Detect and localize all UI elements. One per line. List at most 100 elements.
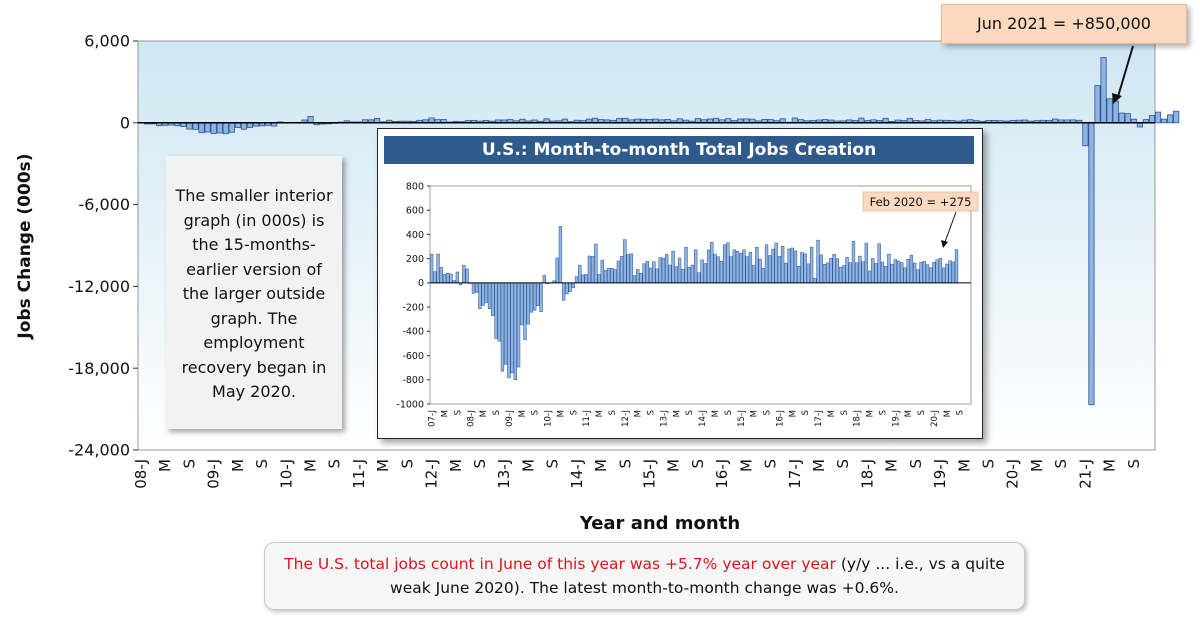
inset-bar [513,282,518,381]
inset-bar [871,258,875,284]
inset-bar [539,282,543,312]
inset-bar [455,271,460,284]
main-x-tick-label: S [1052,459,1070,469]
main-bar [1173,110,1180,124]
inset-bar [607,267,611,284]
inset-bar [433,271,437,284]
inset-bar [716,256,720,284]
inset-bar [542,275,546,284]
main-bar [1100,57,1107,124]
inset-x-tick-label: M [866,410,876,417]
main-x-tick-label: 16-J [713,459,731,489]
main-x-tick-label: M [810,459,828,472]
main-y-axis-title: Jobs Change (000s) [15,153,35,339]
inset-x-tick-label: 08-J [466,410,476,427]
inset-annotation-text: Feb 2020 = +275 [870,195,972,209]
main-y-tick-label: -24,000 [68,441,130,460]
inset-x-tick-label: M [827,410,837,417]
inset-bar [677,257,682,284]
inset-bar [851,241,856,284]
inset-bar [774,242,778,284]
inset-x-tick-label: 09-J [505,410,515,427]
main-x-tick-label: S [180,459,198,469]
inset-x-tick-label: 16-J [775,410,785,427]
inset-bar [948,260,952,284]
inset-bar [639,273,643,284]
main-x-tick-label: M [447,459,465,472]
inset-bar [855,262,859,284]
inset-x-tick-label: S [685,410,695,415]
inset-x-tick-label: 19-J [891,410,901,427]
inset-y-tick-label: 0 [418,278,424,289]
footnote-highlight: The U.S. total jobs count in June of thi… [284,555,836,573]
explanatory-note: The smaller interior graph (in 000s) is … [166,156,342,429]
inset-bar [929,267,933,284]
inset-bar [568,282,572,292]
inset-bar [838,266,843,284]
inset-bar [874,263,878,284]
inset-bar [587,255,592,284]
inset-bar [668,264,672,284]
inset-bar [845,257,849,284]
inset-x-tick-label: M [440,410,450,417]
inset-bar [581,274,585,284]
main-x-tick-label: S [616,459,634,469]
main-x-tick-label: 14-J [568,459,586,489]
inset-bar [661,257,666,284]
inset-bar [935,259,939,284]
inset-bar [793,250,798,284]
main-x-tick-label: S [907,459,925,469]
inset-bar [471,282,476,294]
inset-bar [803,253,807,284]
inset-bar [880,261,885,284]
inset-bar [658,257,662,284]
inset-bar [674,266,679,284]
inset-bar [616,260,621,284]
main-x-tick-label: M [229,459,247,472]
inset-title: U.S.: Month-to-month Total Jobs Creation [384,136,974,164]
main-bar [186,122,193,130]
inset-bar [887,253,891,284]
inset-annotation-arrow [944,211,957,243]
inset-bar [632,275,637,284]
inset-bar [722,244,727,284]
inset-x-tick-label: S [453,410,463,415]
main-x-tick-label: 09-J [205,459,223,489]
inset-x-tick-label: M [711,410,721,417]
inset-bar [745,256,749,284]
inset-bar [816,239,820,284]
inset-bar [510,282,514,374]
inset-bar [896,260,901,284]
main-x-tick-label: S [398,459,416,469]
inset-bar [536,282,540,306]
inset-x-tick-label: 14-J [698,410,708,427]
inset-bar [642,263,646,284]
main-bar [192,122,199,130]
main-bar [307,116,314,124]
main-x-tick-label: S [326,459,344,469]
main-x-tick-label: S [1125,459,1143,469]
inset-x-tick-label: 11-J [582,410,592,427]
inset-bar [578,264,582,284]
inset-bar [446,273,450,284]
main-x-tick-label: M [1101,459,1119,472]
inset-bar [516,282,521,368]
inset-bar [629,253,633,284]
inset-annotation-box [862,191,979,212]
inset-bar [945,263,949,284]
inset-bar [478,282,482,310]
inset-y-tick-label: 400 [406,230,424,241]
inset-bar [790,247,794,284]
inset-bar [613,269,617,284]
inset-bar [487,282,492,309]
inset-x-tick-label: 10-J [544,410,554,427]
inset-bar [526,282,530,325]
inset-bar [520,282,524,326]
inset-bar [529,282,534,313]
inset-bar [919,262,923,284]
inset-bar [584,274,588,284]
inset-x-tick-label: M [788,410,798,417]
inset-y-tick-label: -400 [402,327,424,338]
main-bar [1082,122,1089,147]
inset-bar [842,265,846,284]
